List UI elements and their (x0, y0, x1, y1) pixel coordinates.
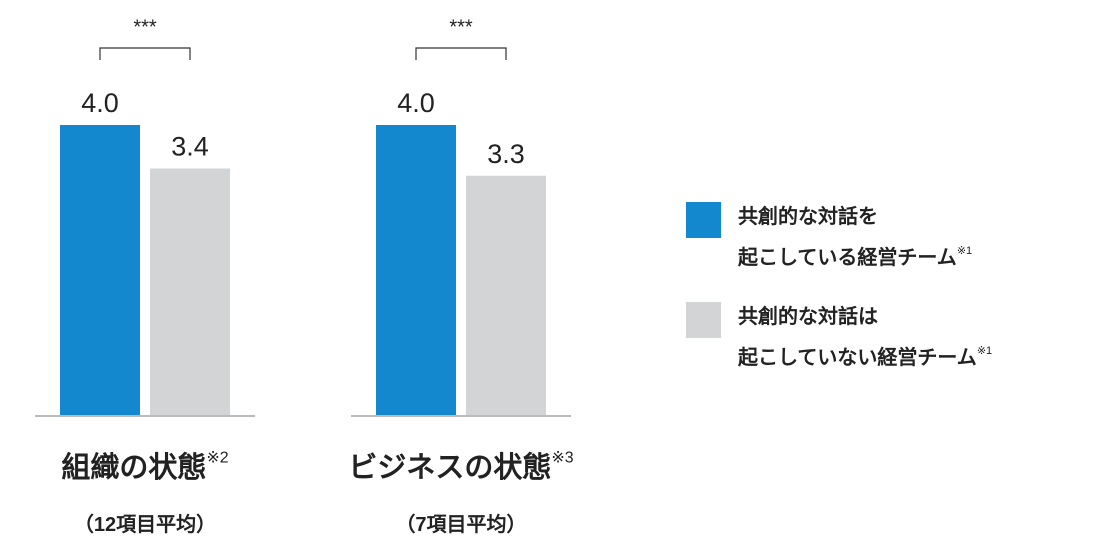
bar (150, 168, 230, 415)
significance-bracket (99, 47, 191, 60)
bar (376, 125, 456, 415)
category-sublabel: （12項目平均） (73, 514, 217, 536)
legend-note: ※1 (956, 245, 973, 257)
significance-bracket (415, 47, 507, 60)
legend-entry: 共創的な対話を 起こしている経営チーム※1 (738, 200, 972, 275)
value-label: 3.3 (487, 139, 525, 169)
bar (466, 175, 546, 415)
category-text: ビジネスの状態 (348, 452, 552, 484)
legend-swatch (686, 202, 721, 238)
legend-entry: 共創的な対話は 起こしていない経営チーム※1 (738, 300, 992, 375)
bar (60, 125, 140, 415)
legend-note: ※1 (976, 345, 993, 357)
category-label: 組織の状態※2 (0, 444, 295, 486)
value-label: 4.0 (397, 88, 435, 118)
category-label: ビジネスの状態※3 (311, 444, 611, 486)
category-text: 組織の状態 (61, 452, 207, 484)
category-sublabel: （7項目平均） (395, 514, 527, 536)
category-note: ※2 (206, 449, 229, 467)
value-label: 3.4 (171, 132, 209, 162)
legend-text: 共創的な対話を 起こしている経営チーム (738, 206, 957, 269)
category-note: ※3 (551, 449, 574, 467)
significance-label: *** (133, 16, 157, 38)
legend-swatch (686, 302, 721, 338)
legend-text: 共創的な対話は 起こしていない経営チーム (738, 306, 977, 369)
value-label: 4.0 (81, 88, 119, 118)
significance-label: *** (449, 16, 473, 38)
